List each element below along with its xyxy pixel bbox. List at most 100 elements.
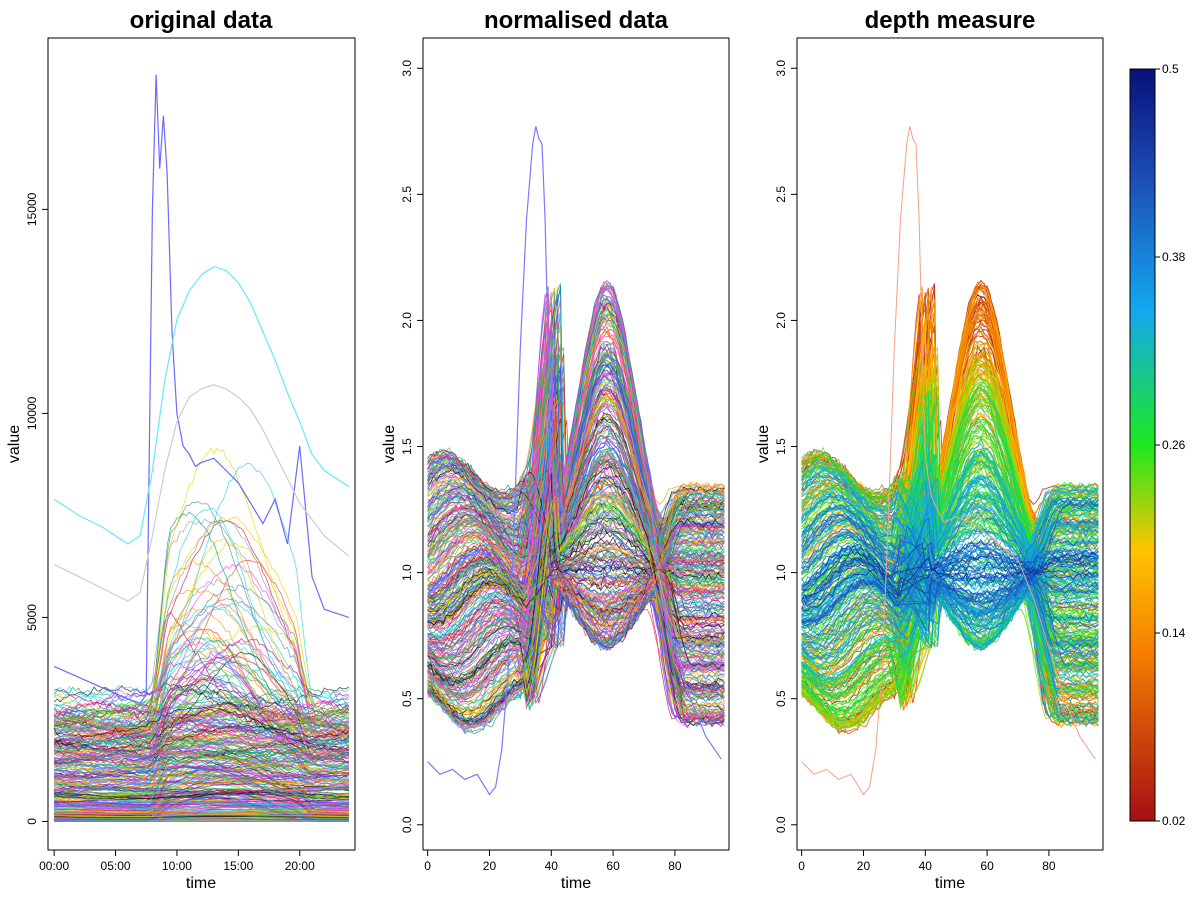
highlighted-series-line (53, 74, 350, 704)
series-line (53, 751, 349, 777)
colorbar-gradient (1130, 69, 1155, 821)
y-tick-label: 3.0 (774, 60, 788, 77)
colorbar-tick-label: 0.02 (1162, 814, 1186, 828)
series-line (427, 386, 725, 670)
series-line (427, 399, 725, 603)
series-line (427, 568, 725, 612)
series-line (801, 558, 1099, 695)
series-line (427, 388, 725, 596)
x-tick-label: 40 (545, 859, 559, 873)
axis-ticks: 0 20 40 60 80 0.0 0.5 1.0 1.5 2.0 2.5 3.0 (774, 60, 1056, 873)
y-tick-label: 5000 (25, 604, 39, 631)
highlighted-series-line (53, 384, 350, 602)
series-line (54, 520, 350, 731)
series-line (53, 640, 350, 742)
series-line (427, 481, 725, 693)
plot-frame (422, 37, 730, 851)
plot-lines (801, 126, 1099, 796)
series-line (801, 511, 1099, 608)
series-line (801, 568, 1099, 612)
series-line (801, 542, 1099, 686)
series-line (53, 563, 350, 736)
series-line (54, 781, 349, 792)
series-line (427, 491, 725, 647)
series-line (801, 525, 1099, 721)
series-line (427, 306, 725, 651)
series-line (53, 501, 350, 728)
series-line (427, 484, 725, 577)
series-line (53, 462, 350, 722)
series-line (801, 566, 1099, 631)
series-line (801, 552, 1099, 610)
series-line (53, 708, 350, 752)
x-tick-label: 20 (857, 859, 871, 873)
series-line (54, 796, 349, 821)
series-line (427, 320, 725, 667)
series-line (54, 754, 349, 803)
y-tick-label: 0 (25, 818, 39, 825)
colorbar-tick-label: 0.5 (1162, 62, 1179, 76)
colorbar: 0.02 0.14 0.26 0.38 0.5 (1129, 62, 1186, 828)
series-line (54, 764, 350, 780)
series-line (427, 450, 725, 590)
series-line (427, 494, 725, 682)
series-line (53, 603, 350, 749)
series-line (54, 447, 350, 720)
axis-ticks: 0 20 40 60 80 0.0 0.5 1.0 1.5 2.0 2.5 3.0 (400, 60, 682, 873)
plot-lines (53, 74, 350, 822)
x-tick-label: 40 (919, 859, 933, 873)
series-line (54, 806, 349, 812)
series-line (54, 779, 349, 791)
x-tick-label: 15:00 (223, 859, 253, 873)
series-line (427, 577, 725, 725)
y-axis-label: value (755, 425, 772, 463)
series-line (54, 733, 350, 756)
series-line (53, 639, 349, 774)
series-line (801, 497, 1099, 632)
series-line (53, 717, 350, 743)
series-line (54, 791, 349, 800)
x-tick-label: 10:00 (162, 859, 192, 873)
series-line (427, 514, 725, 624)
series-line (427, 485, 725, 694)
outlier-series-line (801, 126, 1096, 796)
series-line (427, 549, 725, 721)
series-line (801, 528, 1099, 609)
plot-frame (796, 37, 1104, 851)
series-line (427, 475, 725, 580)
chart-title: normalised data (484, 7, 669, 34)
series-line (427, 412, 725, 596)
chart-title: depth measure (865, 7, 1036, 34)
series-line (53, 756, 349, 773)
x-tick-label: 20:00 (285, 859, 315, 873)
series-line (54, 625, 349, 733)
series-line (801, 552, 1099, 623)
series-line (54, 790, 349, 811)
series-line (427, 498, 725, 729)
series-line (53, 507, 350, 708)
x-tick-label: 80 (668, 859, 682, 873)
y-tick-label: 15000 (25, 192, 39, 226)
x-tick-label: 0 (798, 859, 805, 873)
series-line (801, 501, 1099, 675)
series-line (801, 506, 1099, 589)
series-line (54, 637, 349, 789)
series-line (53, 702, 349, 778)
series-line (53, 755, 349, 773)
x-axis-label: time (935, 875, 965, 892)
series-line (801, 491, 1099, 619)
x-tick-label: 0 (424, 859, 431, 873)
series-line (53, 699, 350, 728)
series-line (801, 548, 1099, 591)
series-line (54, 677, 349, 768)
y-tick-label: 1.5 (774, 438, 788, 455)
y-tick-label: 1.0 (400, 564, 414, 581)
series-line (427, 511, 725, 608)
series-line (801, 576, 1099, 639)
series-line (427, 449, 725, 576)
series-line (53, 706, 349, 733)
series-line (801, 554, 1099, 634)
series-line (53, 706, 350, 739)
y-tick-label: 0.5 (774, 690, 788, 707)
series-line (427, 488, 725, 640)
